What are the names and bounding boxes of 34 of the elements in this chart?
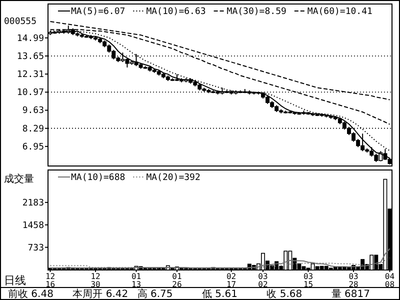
y-tick-label: 14.99 (16, 34, 44, 44)
y-tick-label: 10.97 (16, 88, 44, 98)
y-tick-label: 8.29 (22, 124, 44, 134)
y-tick-label: 1458 (22, 220, 44, 231)
y-tick-label: 9.63 (22, 106, 44, 116)
y-tick-label: 13.65 (16, 52, 44, 62)
text: 收 5.68 (266, 289, 302, 300)
y-tick-label: 733 (28, 243, 44, 254)
text: 前收 6.48 (8, 288, 54, 300)
text: 低 5.61 (202, 289, 238, 300)
x-tick-label: 04 08 (384, 272, 395, 289)
legend-label: MA(5)=6.07 (71, 7, 126, 17)
text: 本周开 6.42 (72, 288, 128, 300)
x-tick-label: 03 15 (303, 272, 314, 289)
y-tick-label: 6.95 (22, 142, 44, 152)
x-tick-label: 12 16 (45, 272, 56, 289)
y-axis-title: 成交量 (4, 173, 34, 185)
x-tick-label: 03 02 (258, 272, 268, 289)
x-tick-label: 01 26 (172, 272, 182, 289)
text: 高 6.75 (137, 288, 173, 300)
x-tick-label: 01 13 (131, 272, 142, 289)
x-tick-label: 03 28 (348, 272, 359, 289)
y-tick-label: 12.31 (16, 70, 44, 80)
text: 量 6817 (331, 289, 370, 300)
x-tick-label: 02 17 (226, 272, 236, 289)
legend-label: MA(10)=6.63 (146, 7, 206, 17)
legend-label: MA(20)=392 (146, 173, 200, 183)
x-tick-label: 12 30 (90, 272, 101, 289)
y-tick-label: 2183 (22, 198, 44, 208)
text: 000555 (4, 17, 37, 27)
legend-label: MA(10)=688 (71, 173, 126, 183)
legend-label: MA(30)=8.59 (226, 7, 286, 17)
legend-label: MA(60)=10.41 (307, 7, 372, 17)
text: 日线 (4, 274, 26, 287)
